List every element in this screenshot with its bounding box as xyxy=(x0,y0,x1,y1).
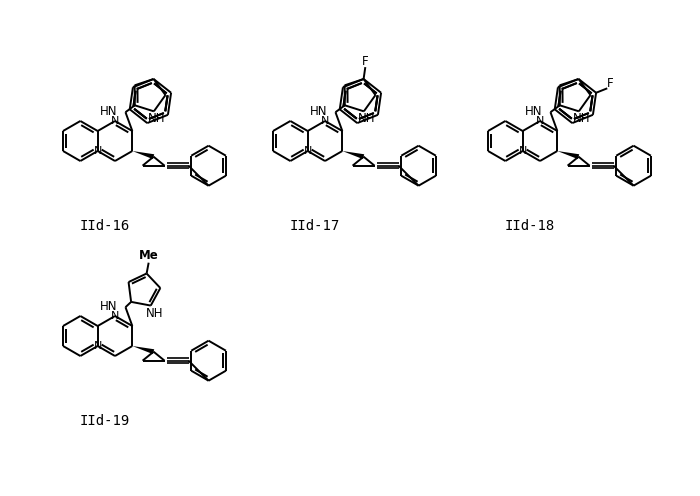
Text: HN: HN xyxy=(100,300,118,312)
Text: F: F xyxy=(607,77,614,90)
Text: N: N xyxy=(94,341,102,351)
Polygon shape xyxy=(557,151,579,159)
Text: N: N xyxy=(536,116,544,126)
Polygon shape xyxy=(342,151,364,159)
Text: NH: NH xyxy=(146,307,163,320)
Polygon shape xyxy=(132,151,154,159)
Text: NH: NH xyxy=(573,113,590,125)
Text: N: N xyxy=(111,311,119,321)
Polygon shape xyxy=(132,346,154,354)
Text: HN: HN xyxy=(310,105,328,118)
Text: NH: NH xyxy=(148,113,165,125)
Text: IId-16: IId-16 xyxy=(80,219,130,233)
Text: N: N xyxy=(94,146,102,156)
Text: N: N xyxy=(519,146,527,156)
Text: Me: Me xyxy=(139,249,158,262)
Text: HN: HN xyxy=(100,105,118,118)
Text: HN: HN xyxy=(525,105,542,118)
Text: F: F xyxy=(362,55,369,67)
Text: N: N xyxy=(111,116,119,126)
Text: NH: NH xyxy=(358,113,375,125)
Text: IId-17: IId-17 xyxy=(290,219,340,233)
Text: IId-18: IId-18 xyxy=(505,219,555,233)
Text: IId-19: IId-19 xyxy=(80,414,130,428)
Text: N: N xyxy=(304,146,312,156)
Text: N: N xyxy=(321,116,329,126)
